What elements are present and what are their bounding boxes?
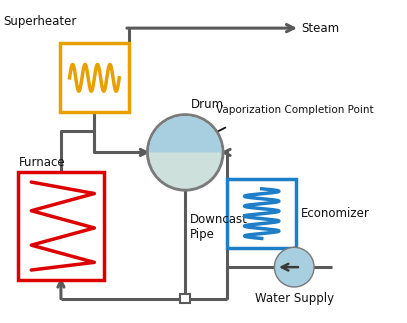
Circle shape (275, 248, 313, 286)
Text: Superheater: Superheater (4, 15, 77, 28)
Text: Economizer: Economizer (301, 207, 370, 220)
Bar (180, 294, 190, 304)
Bar (60, 43, 129, 112)
Text: Drum: Drum (191, 98, 224, 111)
Text: Water Supply: Water Supply (255, 292, 334, 305)
Text: Downcast
Pipe: Downcast Pipe (190, 213, 248, 241)
Circle shape (146, 113, 224, 192)
Text: Vaporization Completion Point: Vaporization Completion Point (216, 105, 374, 115)
Bar (18, 172, 104, 280)
Wedge shape (149, 116, 221, 152)
Text: Steam: Steam (301, 22, 339, 35)
Circle shape (149, 116, 221, 189)
Bar (227, 179, 296, 248)
Circle shape (274, 246, 315, 288)
Text: Furnace: Furnace (19, 156, 66, 169)
